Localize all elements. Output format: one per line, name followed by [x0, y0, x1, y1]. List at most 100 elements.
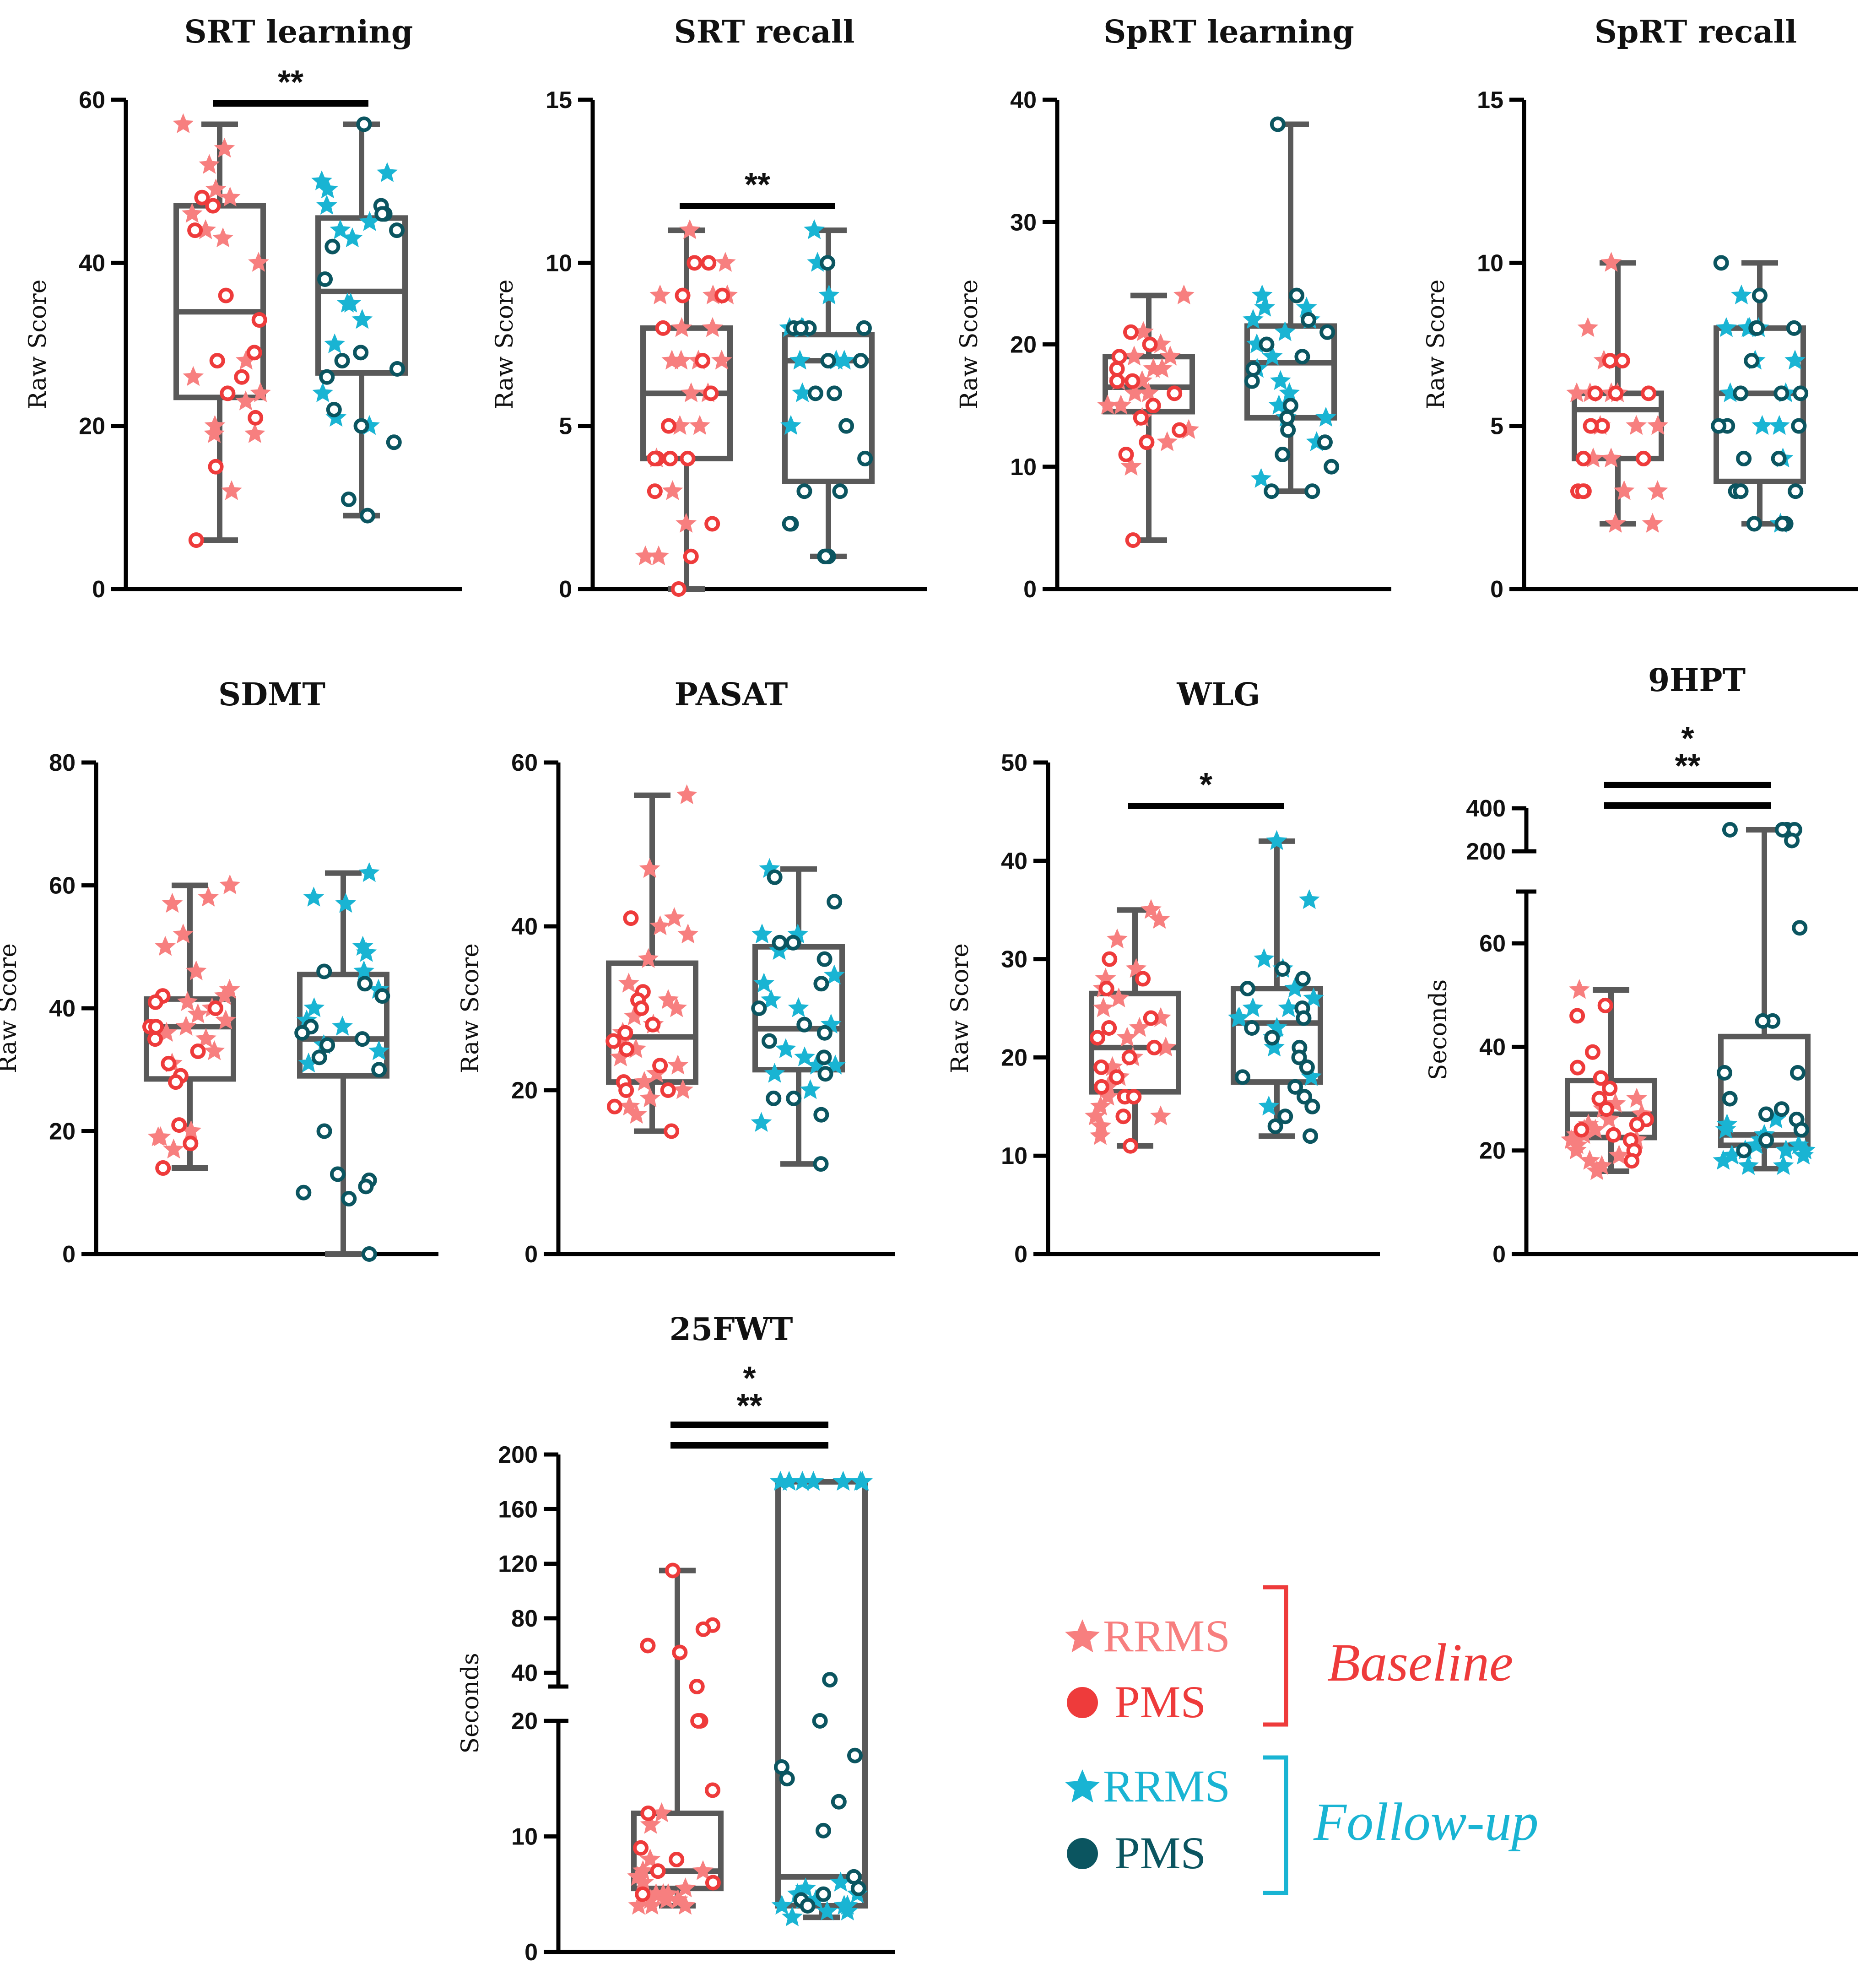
data-point-star [147, 1126, 169, 1146]
data-point-star [1133, 321, 1154, 341]
y-tick-label: 20 [511, 1077, 538, 1104]
data-point-star [235, 390, 256, 411]
data-point-circle [1294, 349, 1310, 365]
data-point-star [1793, 1145, 1814, 1165]
data-point-circle [246, 345, 262, 361]
data-point-circle [330, 1166, 346, 1182]
y-tick-label: 20 [1001, 1044, 1027, 1071]
legend-dot-icon [1067, 1687, 1098, 1718]
data-point-star [214, 137, 235, 158]
data-point-circle [660, 418, 676, 434]
data-point-star [1120, 455, 1142, 476]
data-point-star [244, 423, 265, 443]
data-point-circle [1614, 353, 1630, 369]
legend-bracket-baseline [1263, 1585, 1288, 1727]
y-axis-label: Raw Score [956, 279, 983, 409]
data-point-star [1264, 1036, 1285, 1057]
data-point-circle [1713, 255, 1729, 271]
legend-bracket-followup [1263, 1755, 1288, 1895]
data-point-star [837, 1900, 858, 1920]
data-point-circle [353, 418, 369, 434]
data-point-circle [1791, 418, 1807, 434]
y-tick-label: 15 [546, 87, 572, 114]
y-axis-label: Raw Score [457, 943, 484, 1073]
data-point-star [368, 1040, 389, 1060]
box-plot [775, 1479, 868, 1920]
data-point-star [679, 219, 700, 239]
data-point-circle [779, 1771, 795, 1787]
data-point-circle [856, 320, 872, 336]
data-point-circle [1264, 483, 1280, 499]
y-tick-label: 60 [49, 873, 76, 899]
data-point-star [764, 1063, 785, 1083]
box-iqr [1231, 986, 1323, 1085]
data-point-circle [1146, 1039, 1162, 1055]
data-point-circle [1302, 1128, 1318, 1144]
data-point-circle [816, 1886, 832, 1902]
data-point-star [175, 1016, 197, 1036]
data-point-circle [334, 353, 350, 369]
data-point-star [215, 1009, 236, 1030]
data-point-star [1642, 513, 1663, 533]
data-point-circle [680, 450, 696, 466]
data-point-star [638, 948, 659, 968]
data-point-star [173, 113, 194, 133]
data-point-circle [1746, 516, 1762, 532]
data-point-circle [662, 450, 678, 466]
data-point-circle [1244, 1020, 1260, 1036]
data-point-star [804, 219, 825, 239]
legend-entry-baseline-rrms: RRMS [1065, 1611, 1230, 1661]
data-point-star [204, 1040, 225, 1060]
data-point-star [850, 1471, 871, 1491]
data-point-star [198, 887, 219, 907]
data-point-star [182, 203, 203, 223]
data-point-circle [850, 1881, 866, 1897]
data-point-star [1242, 997, 1264, 1017]
data-point-circle [1733, 483, 1749, 499]
data-point-circle [188, 532, 204, 548]
y-tick-label: 0 [559, 576, 572, 603]
data-point-circle [1111, 349, 1127, 365]
data-point-star [377, 162, 398, 182]
data-point-circle [820, 353, 836, 369]
data-point-circle [838, 418, 854, 434]
data-point-star [692, 1860, 714, 1880]
data-point-circle [675, 287, 691, 303]
data-point-star [641, 1895, 663, 1915]
data-point-star [195, 1028, 216, 1048]
y-tick-label: 20 [511, 1708, 538, 1735]
data-point-circle [218, 287, 234, 303]
data-point-circle [633, 1840, 649, 1856]
data-point-star [303, 887, 324, 907]
data-point-circle [1299, 1059, 1315, 1075]
data-point-circle [251, 312, 267, 328]
data-point-circle [751, 1000, 767, 1016]
legend-label-followup-pms: PMS [1114, 1828, 1206, 1878]
data-point-circle [1301, 312, 1317, 328]
data-point-star [162, 892, 183, 913]
data-point-star [640, 1814, 661, 1834]
data-point-circle [782, 516, 798, 532]
y-tick-label: 15 [1477, 87, 1503, 114]
chart-panel: PASAT Raw Score 0 20 40 60 [457, 676, 895, 1268]
data-point-circle [1143, 1010, 1159, 1026]
y-tick-label: 0 [1023, 576, 1037, 603]
data-point-star [1107, 928, 1128, 949]
y-tick-label: 5 [559, 413, 572, 440]
data-point-circle [1793, 385, 1809, 401]
data-point-circle [645, 1017, 661, 1033]
data-point-star [1250, 468, 1272, 488]
data-point-star [675, 1895, 696, 1915]
significance-label: * [1681, 720, 1694, 757]
data-point-star [353, 960, 374, 980]
y-tick-label: 10 [1010, 454, 1037, 481]
data-point-circle [767, 869, 783, 885]
data-point-circle [618, 1082, 634, 1098]
data-point-star [335, 892, 357, 913]
data-point-star [1129, 1017, 1150, 1037]
data-point-star [1160, 346, 1181, 366]
data-point-star [1752, 415, 1773, 435]
data-point-star [677, 923, 698, 944]
data-point-star [219, 186, 241, 207]
data-point-star [658, 989, 679, 1009]
